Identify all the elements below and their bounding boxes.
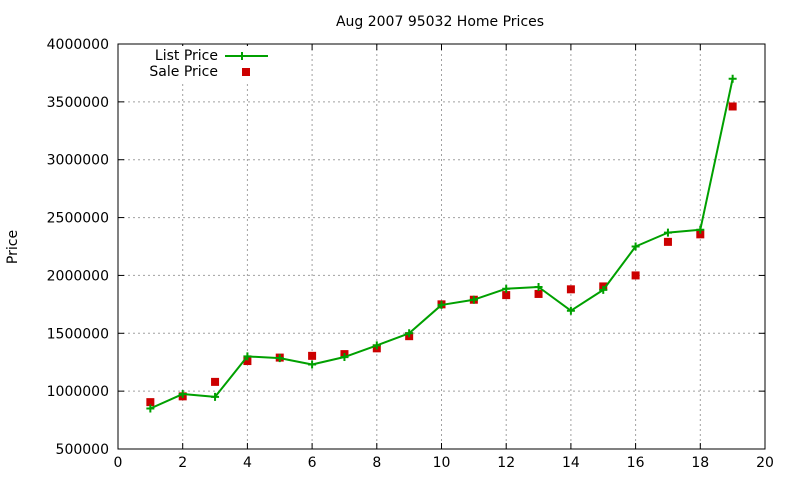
sale-price-point <box>566 285 575 294</box>
list-price-point <box>178 390 187 399</box>
legend-marker-list-price <box>238 52 246 60</box>
list-price-point <box>566 306 575 315</box>
list-price-point <box>308 360 317 369</box>
list-price-point <box>372 341 381 350</box>
x-tick-label: 2 <box>178 455 187 471</box>
sale-price-point <box>308 351 317 360</box>
grid <box>118 44 765 449</box>
y-tick-label: 3000000 <box>47 153 109 169</box>
list-price-point <box>728 74 737 83</box>
list-price-point <box>631 242 640 251</box>
y-axis-label: Price <box>5 230 21 264</box>
x-tick-label: 20 <box>756 455 774 471</box>
list-price-point <box>146 404 155 413</box>
x-tick-label: 6 <box>308 455 317 471</box>
sale-price-point <box>696 230 705 239</box>
sale-price-point <box>631 271 640 280</box>
x-tick-label: 16 <box>627 455 645 471</box>
list-price-point <box>437 300 446 309</box>
y-tick-label: 1000000 <box>47 384 109 400</box>
list-price-point <box>405 329 414 338</box>
x-tick-label: 10 <box>433 455 451 471</box>
x-tick-label: 0 <box>114 455 123 471</box>
legend-label-list-price: List Price <box>155 48 218 64</box>
sale-price-point <box>663 237 672 246</box>
y-tick-label: 2500000 <box>47 211 109 227</box>
legend-marker-sale-price <box>242 68 250 76</box>
y-tick-label: 3500000 <box>47 95 109 111</box>
list-price-point <box>340 353 349 362</box>
list-price-point <box>696 225 705 234</box>
y-tick-label: 4000000 <box>47 37 109 53</box>
x-tick-label: 18 <box>691 455 709 471</box>
sale-price-point <box>502 291 511 300</box>
legend: List Price Sale Price <box>138 46 270 82</box>
list-price-point <box>663 228 672 237</box>
sale-price-point <box>534 289 543 298</box>
list-price-point <box>469 295 478 304</box>
x-tick-label: 8 <box>372 455 381 471</box>
list-price-point <box>275 354 284 363</box>
sale-price-point <box>146 398 155 407</box>
x-tick-label: 4 <box>243 455 252 471</box>
list-price-point <box>243 352 252 361</box>
x-tick-label: 14 <box>562 455 580 471</box>
sale-price-point <box>211 377 220 386</box>
x-tick-label: 12 <box>497 455 515 471</box>
axis-ticks: 0 2 4 6 8 10 12 14 16 18 20 500000 1000000 1500000 200… <box>47 37 774 471</box>
list-price-point <box>502 284 511 293</box>
chart-title: Aug 2007 95032 Home Prices <box>336 14 544 30</box>
y-tick-label: 1500000 <box>47 326 109 342</box>
list-price-point <box>211 392 220 401</box>
y-tick-label: 2000000 <box>47 268 109 284</box>
legend-label-sale-price: Sale Price <box>149 64 218 80</box>
y-tick-label: 500000 <box>56 442 109 458</box>
series-layer <box>146 74 737 413</box>
list-price-point <box>599 285 608 294</box>
list-price-point <box>534 283 543 291</box>
sale-price-point <box>728 102 737 111</box>
sale-price-point <box>243 357 252 366</box>
